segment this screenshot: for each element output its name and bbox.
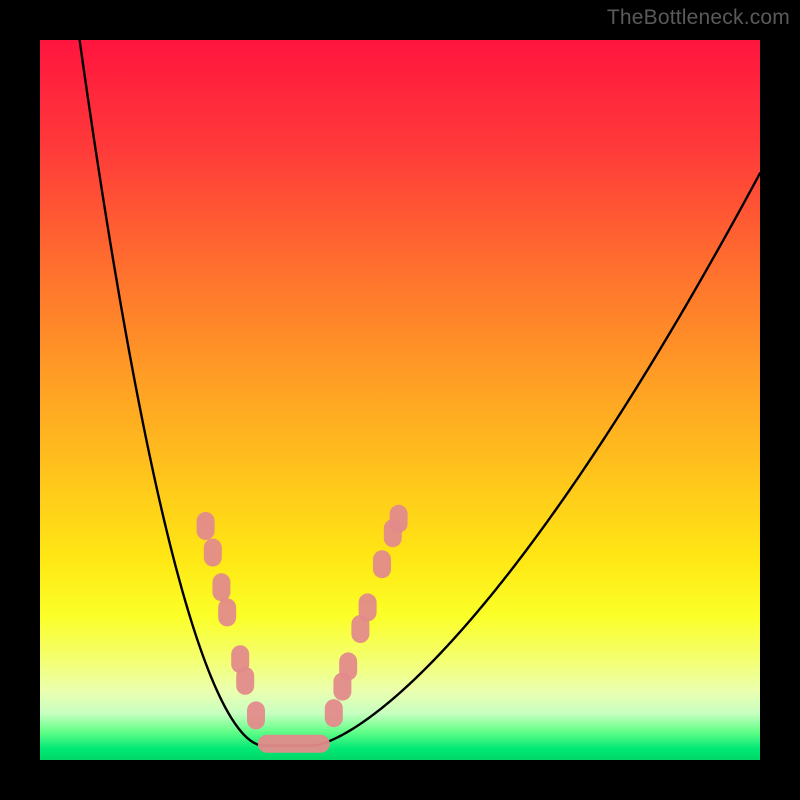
- data-marker: [236, 667, 254, 695]
- chart-container: TheBottleneck.com: [0, 0, 800, 800]
- gradient-background: [40, 40, 760, 760]
- data-marker: [197, 512, 215, 540]
- data-marker: [373, 550, 391, 578]
- data-marker: [359, 593, 377, 621]
- data-marker-bar: [258, 735, 330, 753]
- data-marker: [325, 699, 343, 727]
- data-marker: [218, 598, 236, 626]
- watermark-text: TheBottleneck.com: [607, 6, 790, 30]
- plot-area: [40, 40, 760, 760]
- data-marker: [247, 701, 265, 729]
- data-marker: [212, 573, 230, 601]
- bottleneck-chart: [40, 40, 760, 760]
- data-marker: [390, 505, 408, 533]
- data-marker: [339, 652, 357, 680]
- data-marker: [204, 539, 222, 567]
